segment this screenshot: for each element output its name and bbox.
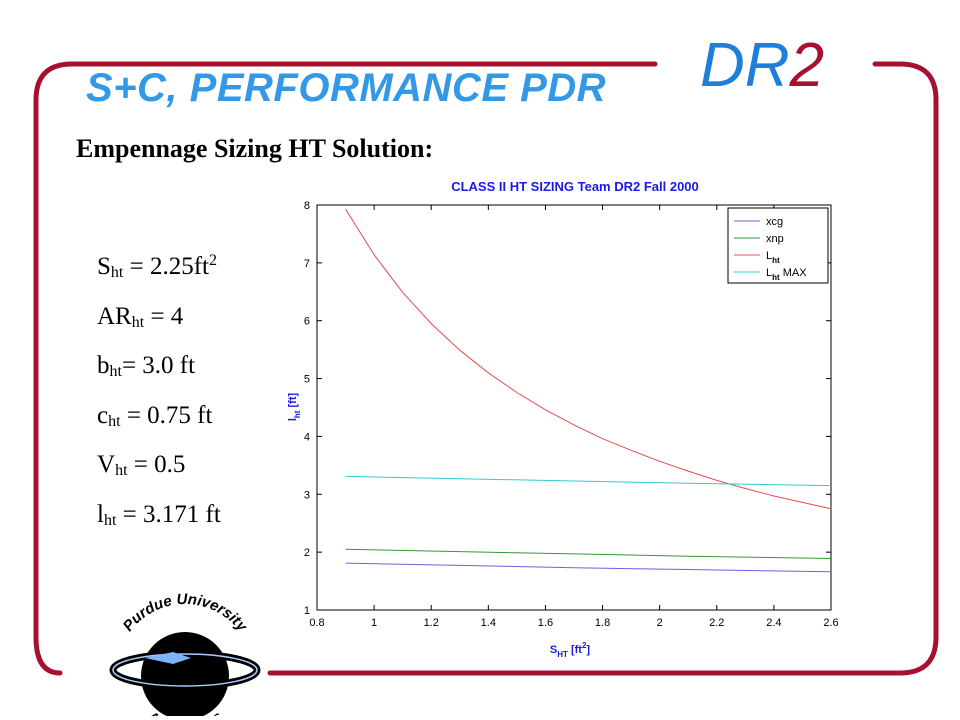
spec-line: cht = 0.75 ft	[97, 391, 221, 441]
spec-symbol: l	[97, 500, 104, 528]
spec-subscript: ht	[110, 264, 124, 281]
x-tick-label: 2.6	[823, 617, 838, 629]
spec-line: lht = 3.171 ft	[97, 490, 221, 540]
spec-value: = 0.5	[127, 451, 186, 478]
spec-symbol: S	[97, 253, 111, 280]
spec-value: = 4	[144, 302, 184, 330]
section-title: Empennage Sizing HT Solution:	[76, 134, 434, 163]
series-line-lht	[345, 208, 832, 510]
x-tick-label: 1.2	[424, 617, 439, 629]
x-tick-label: 2.4	[766, 617, 781, 629]
spec-symbol: b	[97, 352, 110, 379]
x-tick-label: 1	[371, 617, 377, 629]
spec-value: = 3.171 ft	[116, 500, 221, 528]
ht-sizing-chart: CLASS II HT SIZING Team DR2 Fall 2000 0.…	[287, 179, 839, 659]
spec-line: bht= 3.0 ft	[97, 341, 221, 391]
y-tick-label: 8	[304, 200, 310, 212]
series-line-lht_max	[345, 475, 832, 487]
spec-list: Sht = 2.25ft2 ARht = 4 bht= 3.0 ft cht =…	[97, 242, 221, 539]
spec-value: = 2.25ft	[123, 253, 209, 280]
purdue-university-logo: Purdue University Aeronautics & Astronau…	[109, 591, 261, 716]
y-tick-label: 7	[304, 258, 310, 270]
spec-subscript: ht	[103, 511, 117, 529]
frame-border	[33, 61, 939, 676]
legend-label-xcg: xcg	[766, 216, 783, 228]
legend-label-lht: Lht	[766, 250, 780, 265]
legend: xcg xnp Lht Lht MAX	[727, 207, 829, 284]
logo-globe	[141, 632, 229, 716]
spec-superscript: 2	[208, 252, 217, 269]
spec-symbol: V	[97, 451, 116, 478]
x-tick-label: 2	[657, 617, 663, 629]
spec-value: = 3.0 ft	[121, 352, 196, 379]
x-tick-label: 1.6	[538, 617, 553, 629]
spec-value: = 0.75 ft	[120, 401, 213, 429]
y-tick-label: 2	[304, 547, 310, 559]
logo-text-part2: 2	[789, 31, 825, 100]
spec-line: Sht = 2.25ft2	[97, 242, 221, 292]
logo-shuttle-icon	[145, 652, 191, 664]
x-tick-label: 2.2	[709, 617, 724, 629]
spec-line: Vht = 0.5	[97, 440, 221, 490]
header-title: S+C, PERFORMANCE PDR	[86, 66, 607, 110]
series-line-xnp	[345, 548, 832, 559]
spec-subscript: ht	[109, 363, 122, 380]
legend-label-lht-max: Lht MAX	[766, 267, 807, 282]
series-line-xcg	[345, 562, 832, 573]
x-tick-label: 1.4	[481, 617, 496, 629]
spec-subscript: ht	[115, 462, 128, 479]
series-lines	[345, 208, 832, 573]
logo-text-part1: DR	[700, 31, 790, 100]
x-axis-label: SHT [ft2]	[550, 641, 591, 659]
y-tick-label: 6	[304, 316, 310, 328]
logo-orbit-highlight	[112, 653, 258, 687]
legend-label-xnp: xnp	[766, 233, 784, 245]
spec-subscript: ht	[108, 412, 121, 430]
y-axis-label: lht [ft]	[287, 393, 302, 422]
x-tick-label: 1.8	[595, 617, 610, 629]
y-tick-label: 4	[304, 431, 310, 443]
spec-symbol: c	[97, 401, 109, 429]
chart-title: CLASS II HT SIZING Team DR2 Fall 2000	[451, 179, 699, 194]
y-tick-label: 5	[304, 374, 310, 386]
spec-line: ARht = 4	[97, 292, 221, 342]
spec-subscript: ht	[131, 313, 145, 331]
x-tick-label: 0.8	[309, 617, 324, 629]
y-tick-label: 3	[304, 489, 310, 501]
spec-symbol: AR	[97, 302, 132, 330]
y-tick-label: 1	[304, 605, 310, 617]
dr2-logo: DR2	[700, 30, 824, 101]
